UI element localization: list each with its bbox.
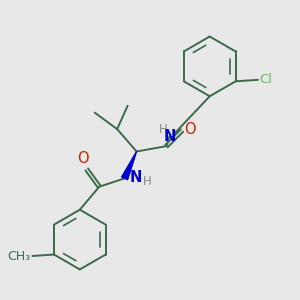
Text: CH₃: CH₃	[8, 250, 31, 262]
Text: N: N	[130, 170, 142, 185]
Text: O: O	[77, 151, 89, 166]
Text: H: H	[142, 176, 151, 188]
Polygon shape	[122, 152, 136, 180]
Text: Cl: Cl	[260, 73, 272, 86]
Text: N: N	[163, 129, 176, 144]
Text: H: H	[158, 123, 167, 136]
Text: O: O	[184, 122, 196, 136]
